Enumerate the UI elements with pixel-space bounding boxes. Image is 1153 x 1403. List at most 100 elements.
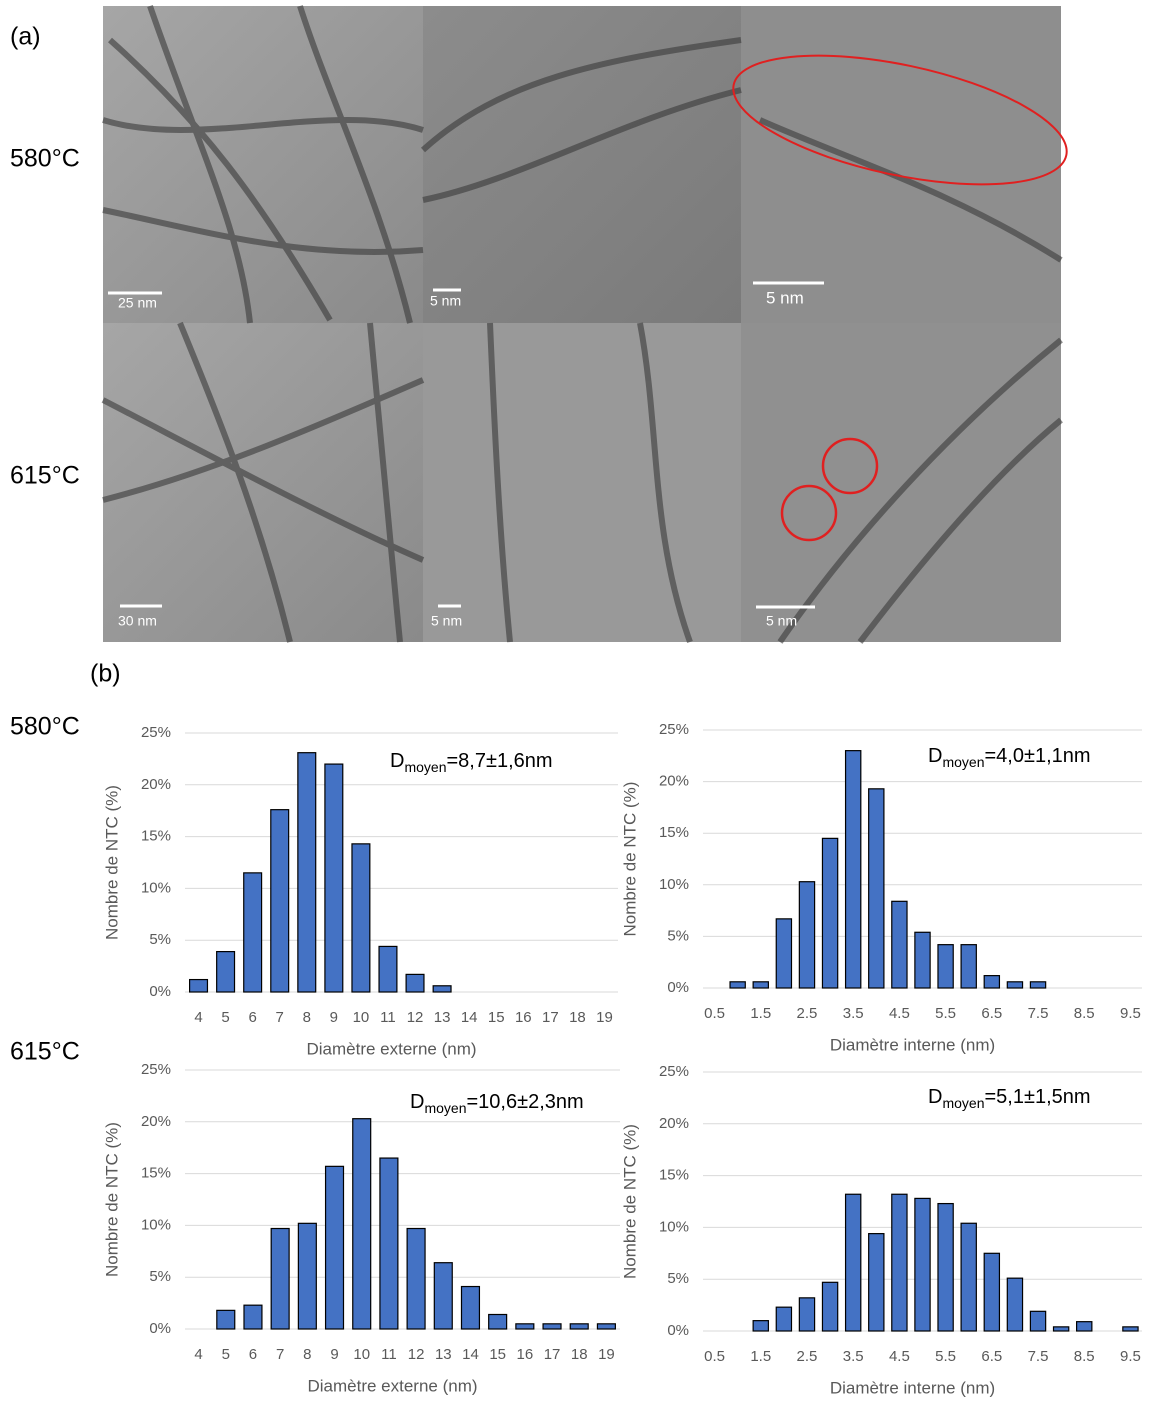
bar	[569, 1323, 589, 1330]
tube-texture	[101, 5, 1063, 644]
y-tick-label: 5%	[667, 927, 689, 944]
scale-label: 30 nm	[118, 613, 157, 629]
bar	[1052, 1326, 1070, 1332]
bar	[983, 1252, 1001, 1332]
x-tick-label: 7.5	[1028, 1005, 1049, 1022]
annotation-subscript: moyen	[942, 754, 984, 770]
x-tick-label: 9	[330, 1346, 338, 1363]
x-tick-label: 6.5	[981, 1005, 1002, 1022]
y-tick-label: 20%	[659, 1115, 689, 1132]
x-tick-label: 1.5	[750, 1348, 771, 1365]
x-tick-label: 11	[380, 1009, 396, 1026]
highlight-circle	[780, 484, 838, 542]
tem-image	[103, 6, 423, 323]
bar	[821, 837, 839, 989]
y-axis-label: Nombre de NTC (%)	[620, 782, 639, 937]
scale-label: 5 nm	[431, 613, 462, 629]
x-tick-label: 5.5	[935, 1005, 956, 1022]
x-axis-label: Diamètre interne (nm)	[830, 1378, 995, 1397]
annotation-text: =10,6±2,3nm	[466, 1091, 583, 1113]
y-tick-label: 0%	[667, 1322, 689, 1339]
bar	[378, 945, 398, 993]
x-tick-label: 8	[303, 1346, 311, 1363]
x-tick-label: 3.5	[843, 1348, 864, 1365]
tem-images: 25 nm 5 nm 5 nm 30 nm 5 nm 5 nm	[101, 5, 1068, 644]
bar	[798, 881, 816, 989]
x-tick-label: 9.5	[1120, 1348, 1141, 1365]
x-tick-label: 6.5	[981, 1348, 1002, 1365]
x-axis-label: Diamètre externe (nm)	[306, 1039, 476, 1058]
y-tick-label: 15%	[141, 828, 171, 845]
y-tick-label: 5%	[149, 1268, 171, 1285]
bar	[844, 750, 862, 989]
scale-bars	[108, 281, 824, 609]
bar	[270, 1227, 290, 1330]
x-tick-label: 4.5	[889, 1348, 910, 1365]
row-label: 615°C	[10, 1038, 80, 1066]
y-tick-label: 25%	[659, 721, 689, 738]
bar	[596, 1323, 616, 1330]
x-tick-label: 7	[276, 1346, 284, 1363]
x-tick-label: 0.5	[704, 1348, 725, 1365]
x-tick-label: 5	[222, 1346, 230, 1363]
x-tick-label: 4.5	[889, 1005, 910, 1022]
row-label: 580°C	[10, 145, 80, 173]
x-tick-label: 14	[462, 1346, 479, 1363]
bar	[983, 975, 1001, 989]
bar	[1029, 981, 1047, 989]
bar	[324, 1165, 345, 1330]
scale-label: 5 nm	[766, 613, 797, 629]
x-tick-label: 8	[303, 1009, 311, 1026]
annotation-text: =8,7±1,6nm	[446, 750, 552, 772]
annotation-subscript: moyen	[942, 1095, 984, 1111]
highlight-ellipse	[732, 54, 1068, 186]
annotation: Dmoyen=8,7±1,6nm	[390, 750, 553, 774]
x-tick-label: 1.5	[750, 1005, 771, 1022]
tem-image	[423, 6, 741, 323]
x-tick-label: 12	[407, 1009, 424, 1026]
x-tick-label: 17	[542, 1009, 559, 1026]
x-tick-label: 8.5	[1074, 1005, 1095, 1022]
x-tick-label: 4	[194, 1009, 202, 1026]
bar	[752, 1320, 769, 1332]
y-tick-label: 15%	[659, 1167, 689, 1184]
x-tick-label: 7	[276, 1009, 284, 1026]
bar	[844, 1193, 862, 1332]
y-axis-label: Nombre de NTC (%)	[102, 785, 121, 940]
x-tick-label: 10	[353, 1346, 370, 1363]
bar	[868, 1233, 885, 1332]
annotation-text: =4,0±1,1nm	[984, 745, 1090, 767]
bar	[351, 843, 371, 993]
bar	[405, 973, 425, 993]
y-tick-label: 5%	[149, 931, 171, 948]
bar	[1122, 1326, 1139, 1332]
annotation-symbol: D	[928, 745, 942, 767]
panel-label: (a)	[10, 23, 41, 51]
x-axis-label: Diamètre interne (nm)	[830, 1035, 995, 1054]
bar	[960, 944, 977, 989]
y-tick-label: 20%	[659, 773, 689, 790]
x-tick-label: 16	[515, 1009, 532, 1026]
bar	[891, 900, 908, 989]
bar	[243, 1304, 263, 1330]
x-tick-label: 10	[353, 1009, 370, 1026]
annotation: Dmoyen=4,0±1,1nm	[928, 745, 1091, 769]
x-tick-label: 5	[221, 1009, 229, 1026]
x-tick-label: 15	[488, 1009, 505, 1026]
x-tick-label: 2.5	[797, 1348, 818, 1365]
x-tick-label: 4	[194, 1346, 202, 1363]
bar	[189, 978, 209, 993]
x-tick-label: 3.5	[843, 1005, 864, 1022]
x-tick-label: 19	[596, 1009, 613, 1026]
x-tick-label: 16	[517, 1346, 534, 1363]
x-tick-label: 17	[544, 1346, 561, 1363]
annotation-symbol: D	[390, 750, 404, 772]
x-tick-label: 11	[381, 1346, 397, 1363]
bar	[1006, 981, 1024, 989]
bar	[216, 1309, 236, 1330]
bar	[433, 1262, 453, 1330]
y-tick-label: 10%	[659, 876, 689, 893]
x-tick-label: 7.5	[1028, 1348, 1049, 1365]
x-tick-label: 9	[330, 1009, 338, 1026]
